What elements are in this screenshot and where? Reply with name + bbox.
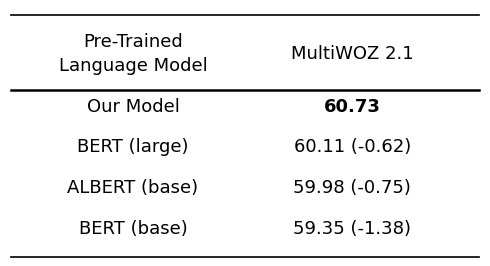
Text: BERT (base): BERT (base) — [78, 220, 187, 238]
Text: Our Model: Our Model — [87, 98, 179, 116]
Text: Pre-Trained
Language Model: Pre-Trained Language Model — [59, 33, 207, 75]
Text: BERT (large): BERT (large) — [77, 139, 189, 156]
Text: 60.73: 60.73 — [324, 98, 381, 116]
Text: ALBERT (base): ALBERT (base) — [68, 179, 198, 197]
Text: MultiWOZ 2.1: MultiWOZ 2.1 — [291, 45, 414, 63]
Text: 60.11 (-0.62): 60.11 (-0.62) — [294, 139, 411, 156]
Text: 59.35 (-1.38): 59.35 (-1.38) — [293, 220, 411, 238]
Text: 59.98 (-0.75): 59.98 (-0.75) — [293, 179, 411, 197]
